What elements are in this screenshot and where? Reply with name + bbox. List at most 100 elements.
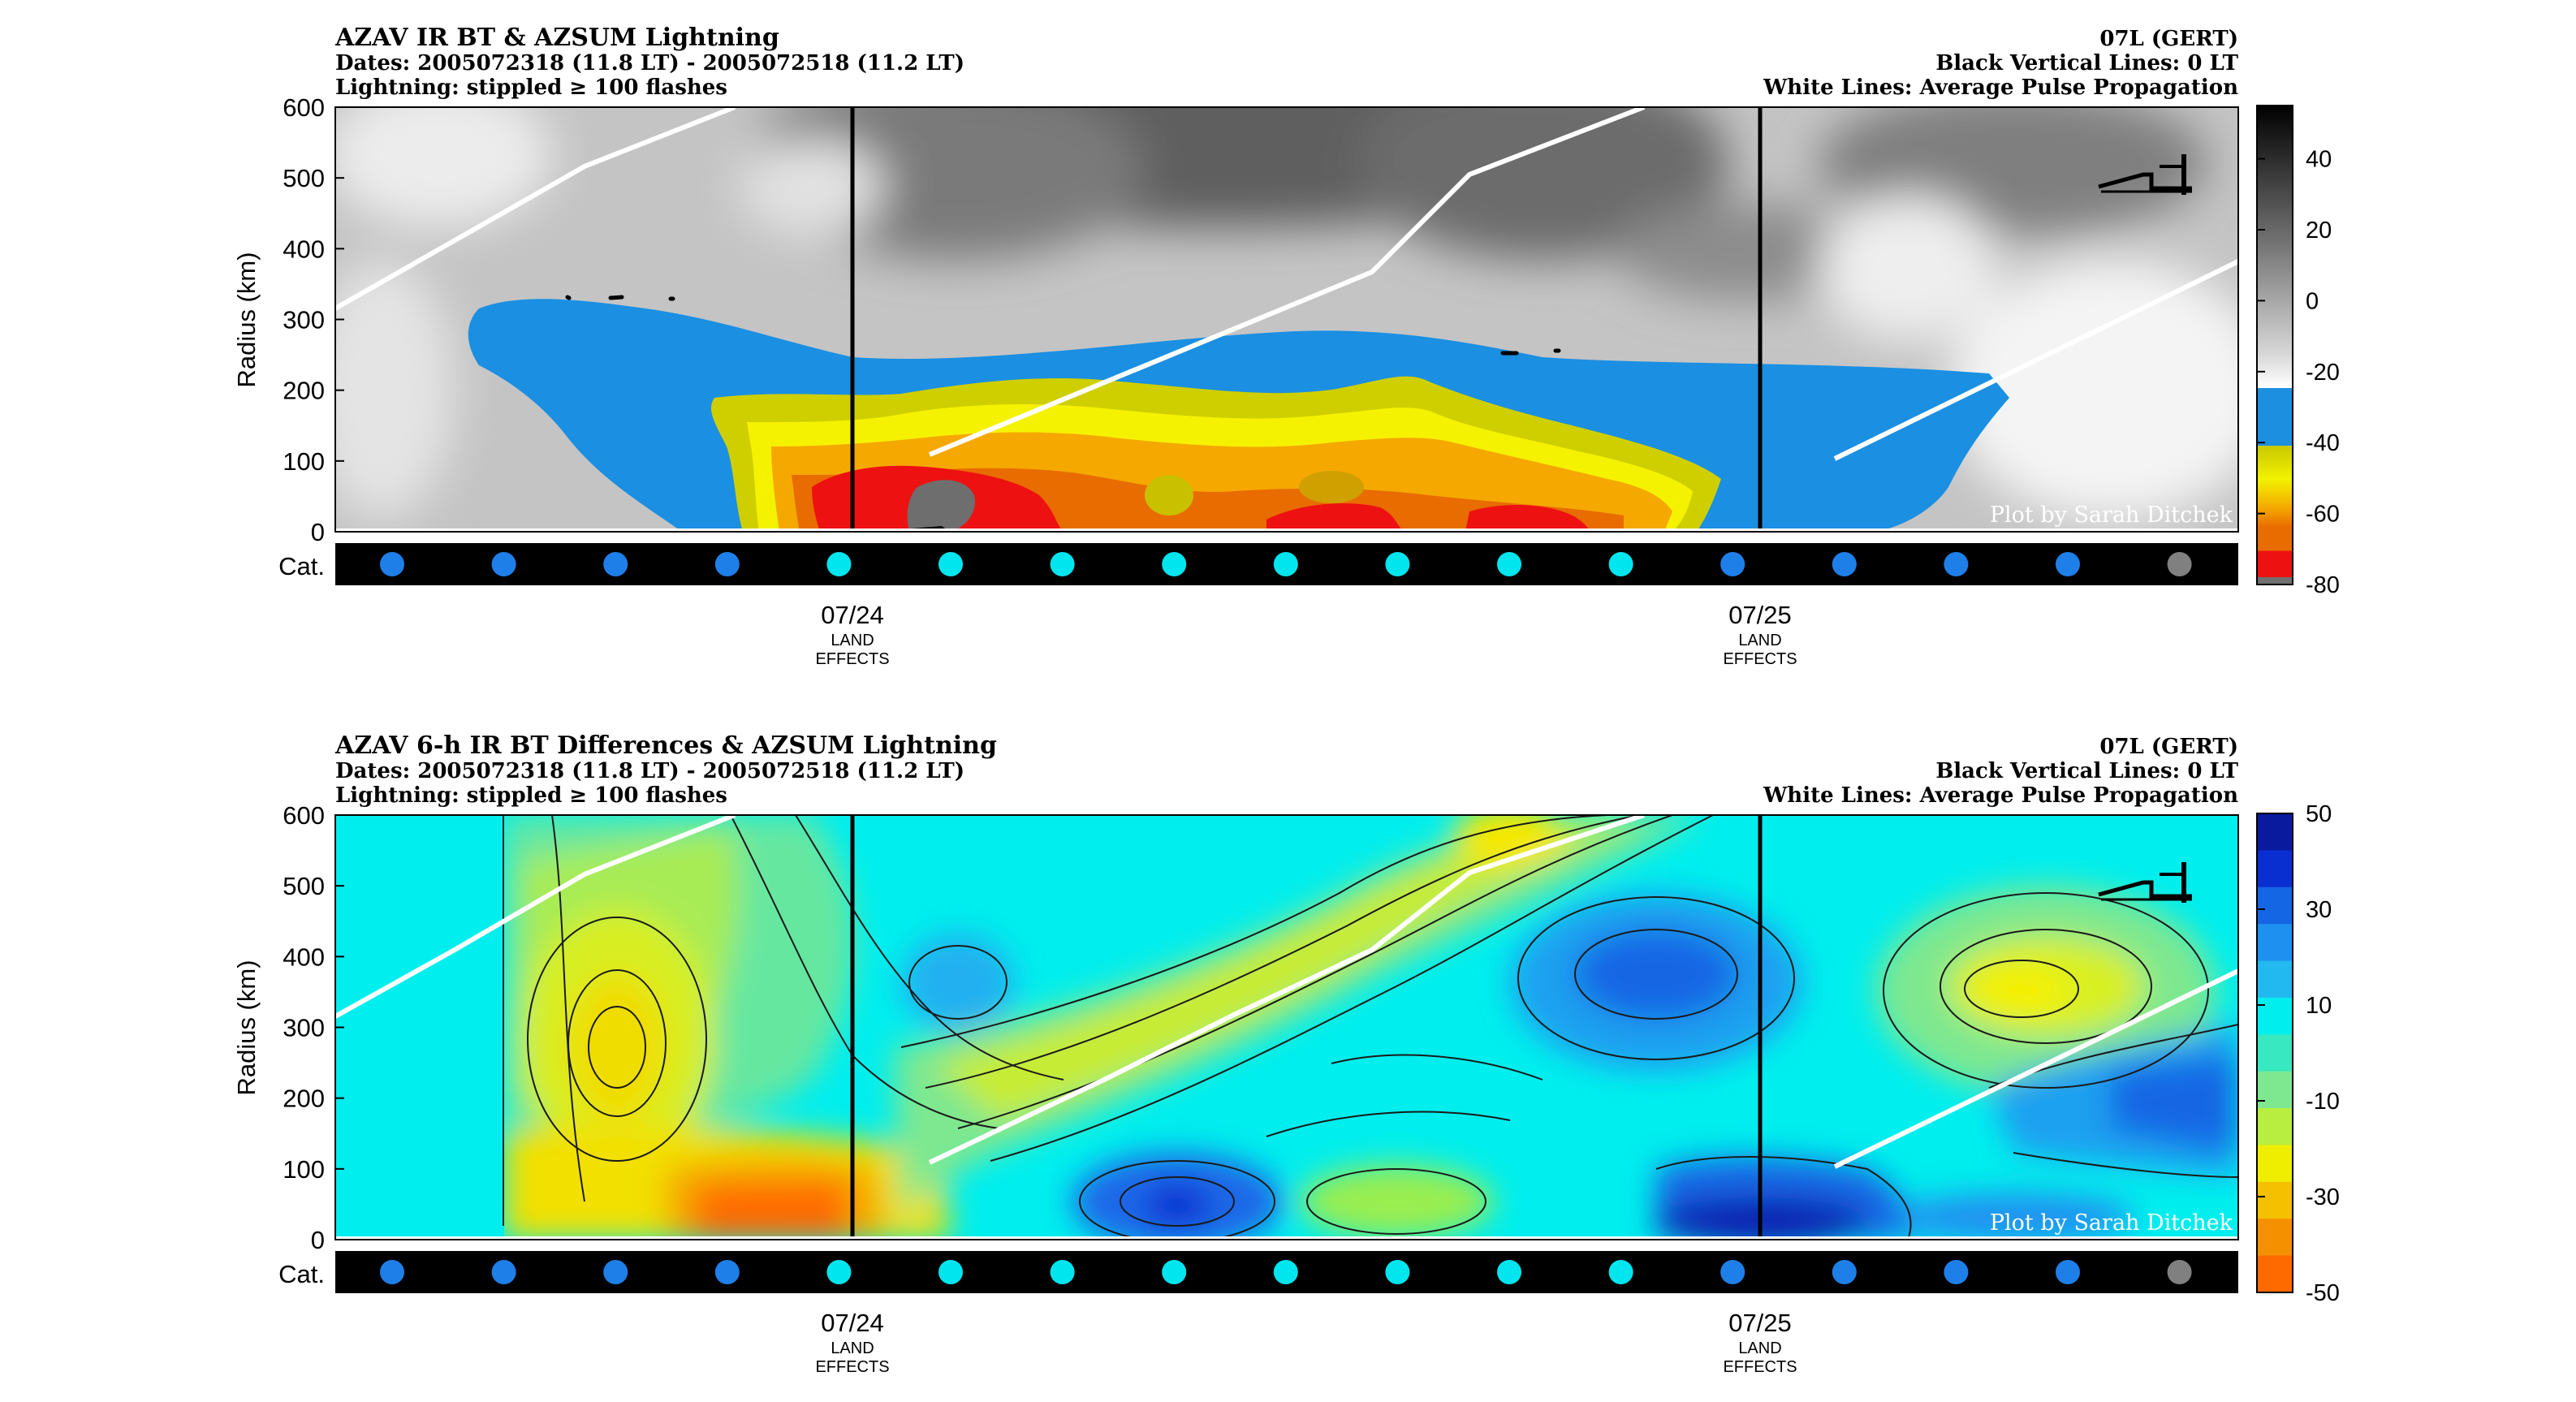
bottom-ytick-label: 200	[283, 1085, 325, 1113]
bottom-colorbar-step	[2257, 997, 2293, 1035]
top-ytick-label: 500	[283, 164, 325, 192]
bottom-ytick-label: 0	[311, 1226, 325, 1254]
bottom-ytick-label: 100	[283, 1155, 325, 1184]
top-colorbar-label: -80	[2306, 572, 2340, 598]
top-category-dot	[1497, 552, 1521, 576]
bottom-colorbar-step	[2257, 1034, 2293, 1072]
top-category-dot	[1050, 552, 1075, 576]
bottom-title: AZAV 6-h IR BT Differences & AZSUM Light…	[334, 731, 997, 760]
bottom-y-axis-label: Radius (km)	[232, 960, 261, 1095]
bottom-category-dot	[1944, 1260, 1969, 1284]
bottom-colorbar-step	[2257, 1219, 2293, 1257]
bottom-colorbar-step	[2257, 850, 2293, 888]
bottom-category-dot	[603, 1260, 628, 1284]
bottom-panel: AZAV 6-h IR BT Differences & AZSUM Light…	[232, 731, 2340, 1376]
top-white-lines-note: White Lines: Average Pulse Propagation	[1763, 75, 2238, 100]
bottom-colorbar-step	[2257, 1071, 2293, 1109]
bottom-colorbar-step	[2257, 1145, 2293, 1183]
bottom-category-strip: Cat.	[278, 1251, 2238, 1293]
top-credit: Plot by Sarah Ditchek	[1990, 503, 2233, 528]
top-vertical-lines-note: Black Vertical Lines: 0 LT	[1935, 51, 2238, 75]
bottom-ytick-label: 600	[283, 801, 325, 830]
top-colorbar-label: 0	[2306, 288, 2319, 314]
bottom-colorbar-label: -50	[2306, 1280, 2340, 1306]
top-category-dot	[1162, 552, 1187, 576]
bottom-category-dot	[1385, 1260, 1410, 1284]
bottom-category-label: Cat.	[278, 1260, 325, 1288]
top-effects-label-1: EFFECTS	[815, 650, 889, 668]
bottom-colorbar-step	[2257, 924, 2293, 962]
top-y-ticks: 600 500 400 300 200 100 0	[283, 93, 344, 546]
top-category-dot	[714, 552, 740, 576]
top-x-axis: 07/24 LAND EFFECTS 07/25 LAND EFFECTS	[815, 601, 1797, 668]
bottom-colorbar-step	[2257, 886, 2293, 925]
top-category-dot	[1273, 552, 1298, 576]
bottom-lightning-note: Lightning: stippled ≥ 100 flashes	[335, 783, 727, 808]
top-y-axis-label: Radius (km)	[232, 252, 261, 387]
top-xtick-0724: 07/24	[821, 601, 884, 629]
top-effects-label-2: EFFECTS	[1723, 650, 1797, 668]
top-dates: Dates: 2005072318 (11.8 LT) - 2005072518…	[335, 51, 964, 75]
top-ytick-label: 0	[311, 518, 325, 546]
bottom-effects-label-2: EFFECTS	[1723, 1358, 1797, 1376]
bottom-colorbar-step	[2257, 1181, 2293, 1219]
bottom-colorbar-label: -30	[2306, 1184, 2340, 1210]
top-category-strip: Cat.	[278, 543, 2238, 585]
top-land-label-1: LAND	[831, 632, 874, 649]
bottom-category-dot	[1162, 1260, 1187, 1284]
top-category-dot	[1832, 552, 1857, 576]
top-ytick-label: 300	[283, 306, 325, 334]
top-colorbar-label: -60	[2306, 502, 2340, 528]
top-storm-label: 07L (GERT)	[2099, 27, 2238, 51]
bottom-xtick-0725: 07/25	[1728, 1309, 1792, 1337]
bottom-colorbar: 50 30 10 -10 -30 -50	[2256, 801, 2340, 1306]
bottom-land-label-2: LAND	[1738, 1339, 1781, 1357]
bottom-colorbar-label: -10	[2306, 1089, 2340, 1115]
bottom-category-dot	[380, 1260, 404, 1284]
top-category-dot	[826, 552, 852, 576]
top-colorbar-label: -40	[2306, 430, 2340, 456]
top-category-dot	[491, 552, 516, 576]
bottom-colorbar-step	[2257, 1255, 2293, 1293]
top-category-dot	[2167, 552, 2192, 576]
top-category-dot	[938, 552, 963, 576]
top-title: AZAV IR BT & AZSUM Lightning	[334, 24, 779, 52]
top-colorbar-label: 40	[2306, 147, 2332, 173]
top-category-dot	[380, 552, 404, 576]
bottom-credit: Plot by Sarah Ditchek	[1990, 1210, 2233, 1236]
top-plot-field: Plot by Sarah Ditchek	[335, 107, 2238, 532]
top-panel: AZAV IR BT & AZSUM Lightning Dates: 2005…	[232, 24, 2340, 668]
bottom-colorbar-label: 30	[2306, 897, 2332, 923]
bottom-storm-label: 07L (GERT)	[2099, 735, 2238, 759]
bottom-category-dot	[491, 1260, 516, 1284]
bottom-colorbar-step	[2257, 1108, 2293, 1145]
bottom-land-label-1: LAND	[831, 1339, 874, 1357]
bottom-ytick-label: 400	[283, 943, 325, 971]
bottom-effects-label-1: EFFECTS	[815, 1358, 889, 1376]
top-xtick-0725: 07/25	[1728, 601, 1792, 629]
bottom-category-dot	[1720, 1260, 1745, 1284]
bottom-colorbar-label: 10	[2306, 993, 2332, 1019]
top-ytick-label: 200	[283, 377, 325, 405]
bottom-category-dot	[1832, 1260, 1857, 1284]
bottom-colorbar-step	[2257, 960, 2293, 999]
bottom-category-dot	[1497, 1260, 1521, 1284]
top-land-label-2: LAND	[1738, 632, 1781, 649]
top-lightning-note: Lightning: stippled ≥ 100 flashes	[335, 75, 727, 100]
top-colorbar-label: 20	[2306, 218, 2332, 244]
top-category-dot	[1385, 552, 1410, 576]
top-category-dot	[1608, 552, 1633, 576]
bottom-category-dot	[1273, 1260, 1298, 1284]
bottom-category-dot	[2167, 1260, 2192, 1284]
top-category-dot	[2056, 552, 2080, 576]
bottom-dates: Dates: 2005072318 (11.8 LT) - 2005072518…	[335, 759, 964, 783]
bottom-category-dot	[2056, 1260, 2080, 1284]
bottom-colorbar-label: 50	[2306, 801, 2332, 827]
bottom-plot-field: Plot by Sarah Ditchek	[335, 815, 2238, 1240]
top-ytick-label: 400	[283, 235, 325, 263]
bottom-ytick-label: 500	[283, 872, 325, 900]
bottom-white-lines-note: White Lines: Average Pulse Propagation	[1763, 783, 2238, 808]
top-ytick-label: 600	[283, 93, 325, 122]
bottom-vertical-lines-note: Black Vertical Lines: 0 LT	[1935, 759, 2238, 783]
